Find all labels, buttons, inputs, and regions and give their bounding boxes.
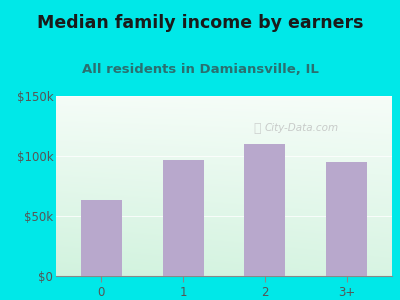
Text: ⓘ: ⓘ: [254, 122, 261, 135]
Bar: [80, 200, 122, 276]
Bar: [244, 144, 286, 276]
Text: All residents in Damiansville, IL: All residents in Damiansville, IL: [82, 63, 318, 76]
Bar: [326, 162, 368, 276]
Text: City-Data.com: City-Data.com: [264, 123, 338, 134]
Text: Median family income by earners: Median family income by earners: [37, 14, 363, 32]
Bar: [162, 160, 204, 276]
